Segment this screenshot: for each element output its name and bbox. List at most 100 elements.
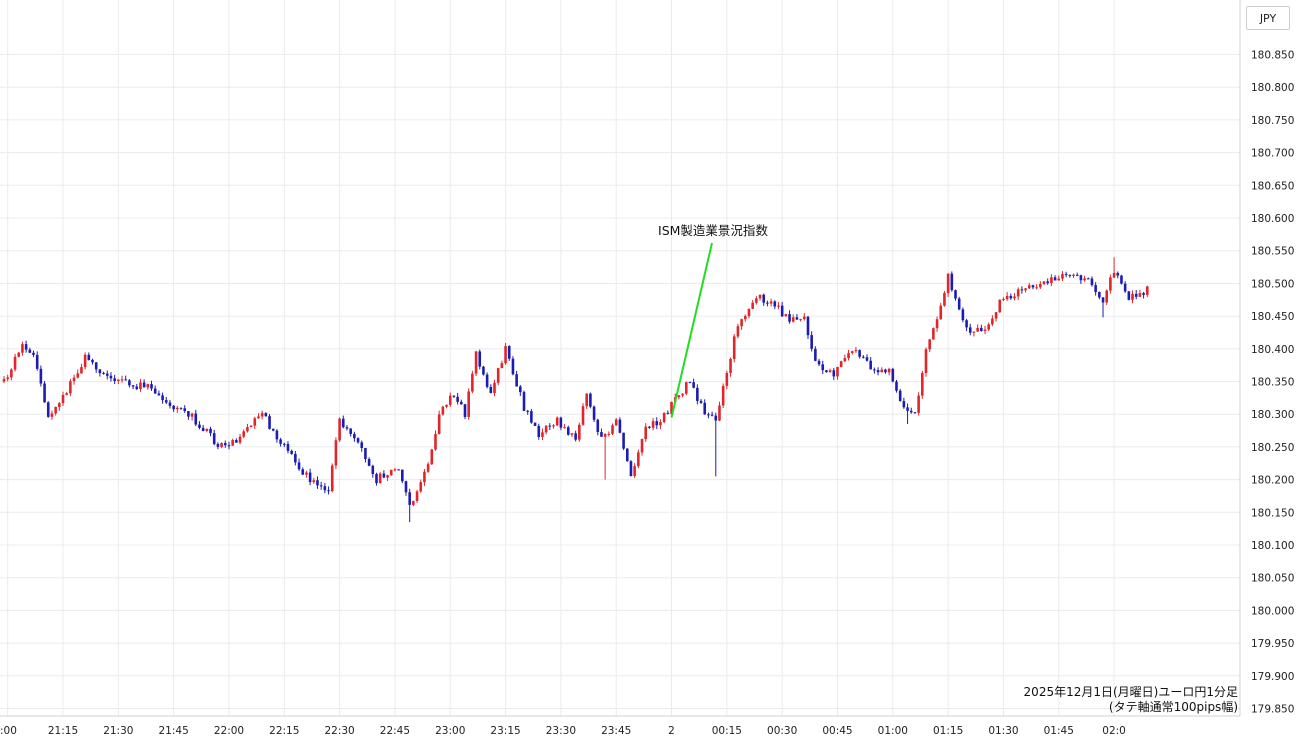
candle-body: [1145, 286, 1149, 295]
candle-body: [1020, 289, 1024, 291]
candle-body: [6, 377, 9, 379]
candle-body: [176, 407, 179, 410]
candle-body: [179, 407, 183, 409]
candle-body: [80, 367, 83, 374]
candle-body: [769, 301, 773, 304]
candle-body: [94, 362, 98, 370]
candle-body: [869, 360, 872, 370]
candle-body: [504, 346, 507, 364]
candle-body: [980, 327, 983, 331]
candle-body: [968, 327, 972, 333]
candle-body: [327, 490, 330, 492]
candle-body: [913, 412, 917, 414]
candle-body: [131, 385, 135, 387]
candle-body: [1131, 293, 1134, 300]
candle-body: [965, 320, 968, 328]
candle-body: [1123, 283, 1127, 292]
candle-body: [688, 382, 692, 384]
price-tick-label: 179.850: [1251, 704, 1294, 716]
price-tick-label: 180.250: [1251, 442, 1294, 454]
candle-body: [190, 413, 194, 417]
candle-body: [1098, 292, 1101, 298]
candle-body: [633, 466, 636, 477]
candle-body: [662, 412, 666, 423]
candle-body: [858, 350, 861, 357]
candle-body: [777, 305, 780, 307]
time-tick-label: 23:15: [490, 725, 520, 737]
candle-body: [128, 380, 131, 386]
candle-body: [710, 414, 714, 416]
candle-body: [600, 432, 603, 437]
chart-caption-note: (タテ軸通常100pips幅): [1108, 700, 1238, 714]
candle-body: [319, 485, 323, 487]
candle-body: [105, 373, 109, 376]
candle-body: [1009, 295, 1013, 299]
candle-body: [216, 444, 220, 447]
candle-body: [648, 426, 651, 428]
candle-body: [622, 432, 625, 449]
candle-body: [618, 419, 622, 433]
candle-body: [692, 382, 695, 388]
candle-body: [607, 433, 611, 435]
candle-body: [814, 348, 817, 361]
candle-body: [153, 388, 157, 394]
candle-body: [13, 356, 17, 370]
candle-body: [972, 331, 976, 333]
candle-body: [574, 433, 577, 440]
candle-body: [1046, 281, 1050, 284]
candle-body: [847, 353, 850, 359]
price-tick-label: 180.450: [1251, 311, 1294, 323]
candle-body: [338, 418, 341, 441]
candle-body: [297, 462, 301, 470]
time-tick-label: 22:15: [269, 725, 299, 737]
candle-body: [1072, 274, 1075, 276]
candle-body: [61, 394, 65, 404]
candle-body: [1079, 275, 1083, 281]
candle-body: [194, 413, 198, 425]
candle-body: [817, 360, 821, 365]
candle-body: [725, 372, 729, 386]
candle-body: [699, 400, 703, 403]
candle-body: [1064, 274, 1068, 276]
candle-body: [135, 386, 139, 390]
candle-body: [102, 373, 105, 375]
candle-body: [640, 439, 644, 453]
candle-body: [843, 358, 847, 362]
candle-body: [1005, 295, 1009, 300]
candle-body: [887, 368, 891, 373]
time-axis-labels: :00 21:15 21:30 21:45 22:00 22:15 22:30 22:45 23…: [0, 725, 1126, 737]
currency-label[interactable]: JPY: [1246, 6, 1290, 30]
candle-body: [72, 377, 76, 382]
candle-body: [142, 382, 146, 388]
grid-lines: [0, 0, 1240, 716]
candle-body: [1027, 285, 1031, 289]
time-tick-label: 22:45: [380, 725, 410, 737]
candle-body: [1138, 293, 1142, 297]
candle-body: [810, 335, 813, 349]
time-tick-label: 23:30: [546, 725, 576, 737]
time-tick-label: 21:45: [159, 725, 189, 737]
candle-body: [360, 442, 364, 448]
candle-body: [611, 425, 614, 434]
candle-body: [511, 358, 515, 375]
candle-body: [902, 401, 906, 408]
time-tick-label: 21:15: [48, 725, 78, 737]
candle-body: [1127, 291, 1131, 300]
candle-body: [935, 319, 939, 329]
candle-body: [1050, 277, 1053, 284]
candle-body: [1024, 288, 1027, 291]
candle-body: [349, 428, 352, 434]
price-tick-label: 179.900: [1251, 671, 1294, 683]
annotation-line: [670, 242, 713, 418]
candle-body: [382, 473, 386, 478]
candle-body: [290, 450, 293, 454]
candle-body: [43, 383, 46, 403]
candle-body: [762, 294, 766, 303]
time-tick-label: 01:45: [1044, 725, 1074, 737]
candle-body: [1068, 274, 1072, 276]
candle-body: [932, 328, 935, 340]
candle-body: [10, 369, 13, 378]
candle-body: [356, 438, 360, 443]
candle-body: [500, 363, 504, 369]
